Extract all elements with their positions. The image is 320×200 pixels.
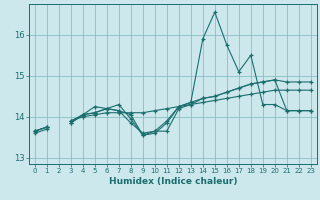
X-axis label: Humidex (Indice chaleur): Humidex (Indice chaleur) (108, 177, 237, 186)
